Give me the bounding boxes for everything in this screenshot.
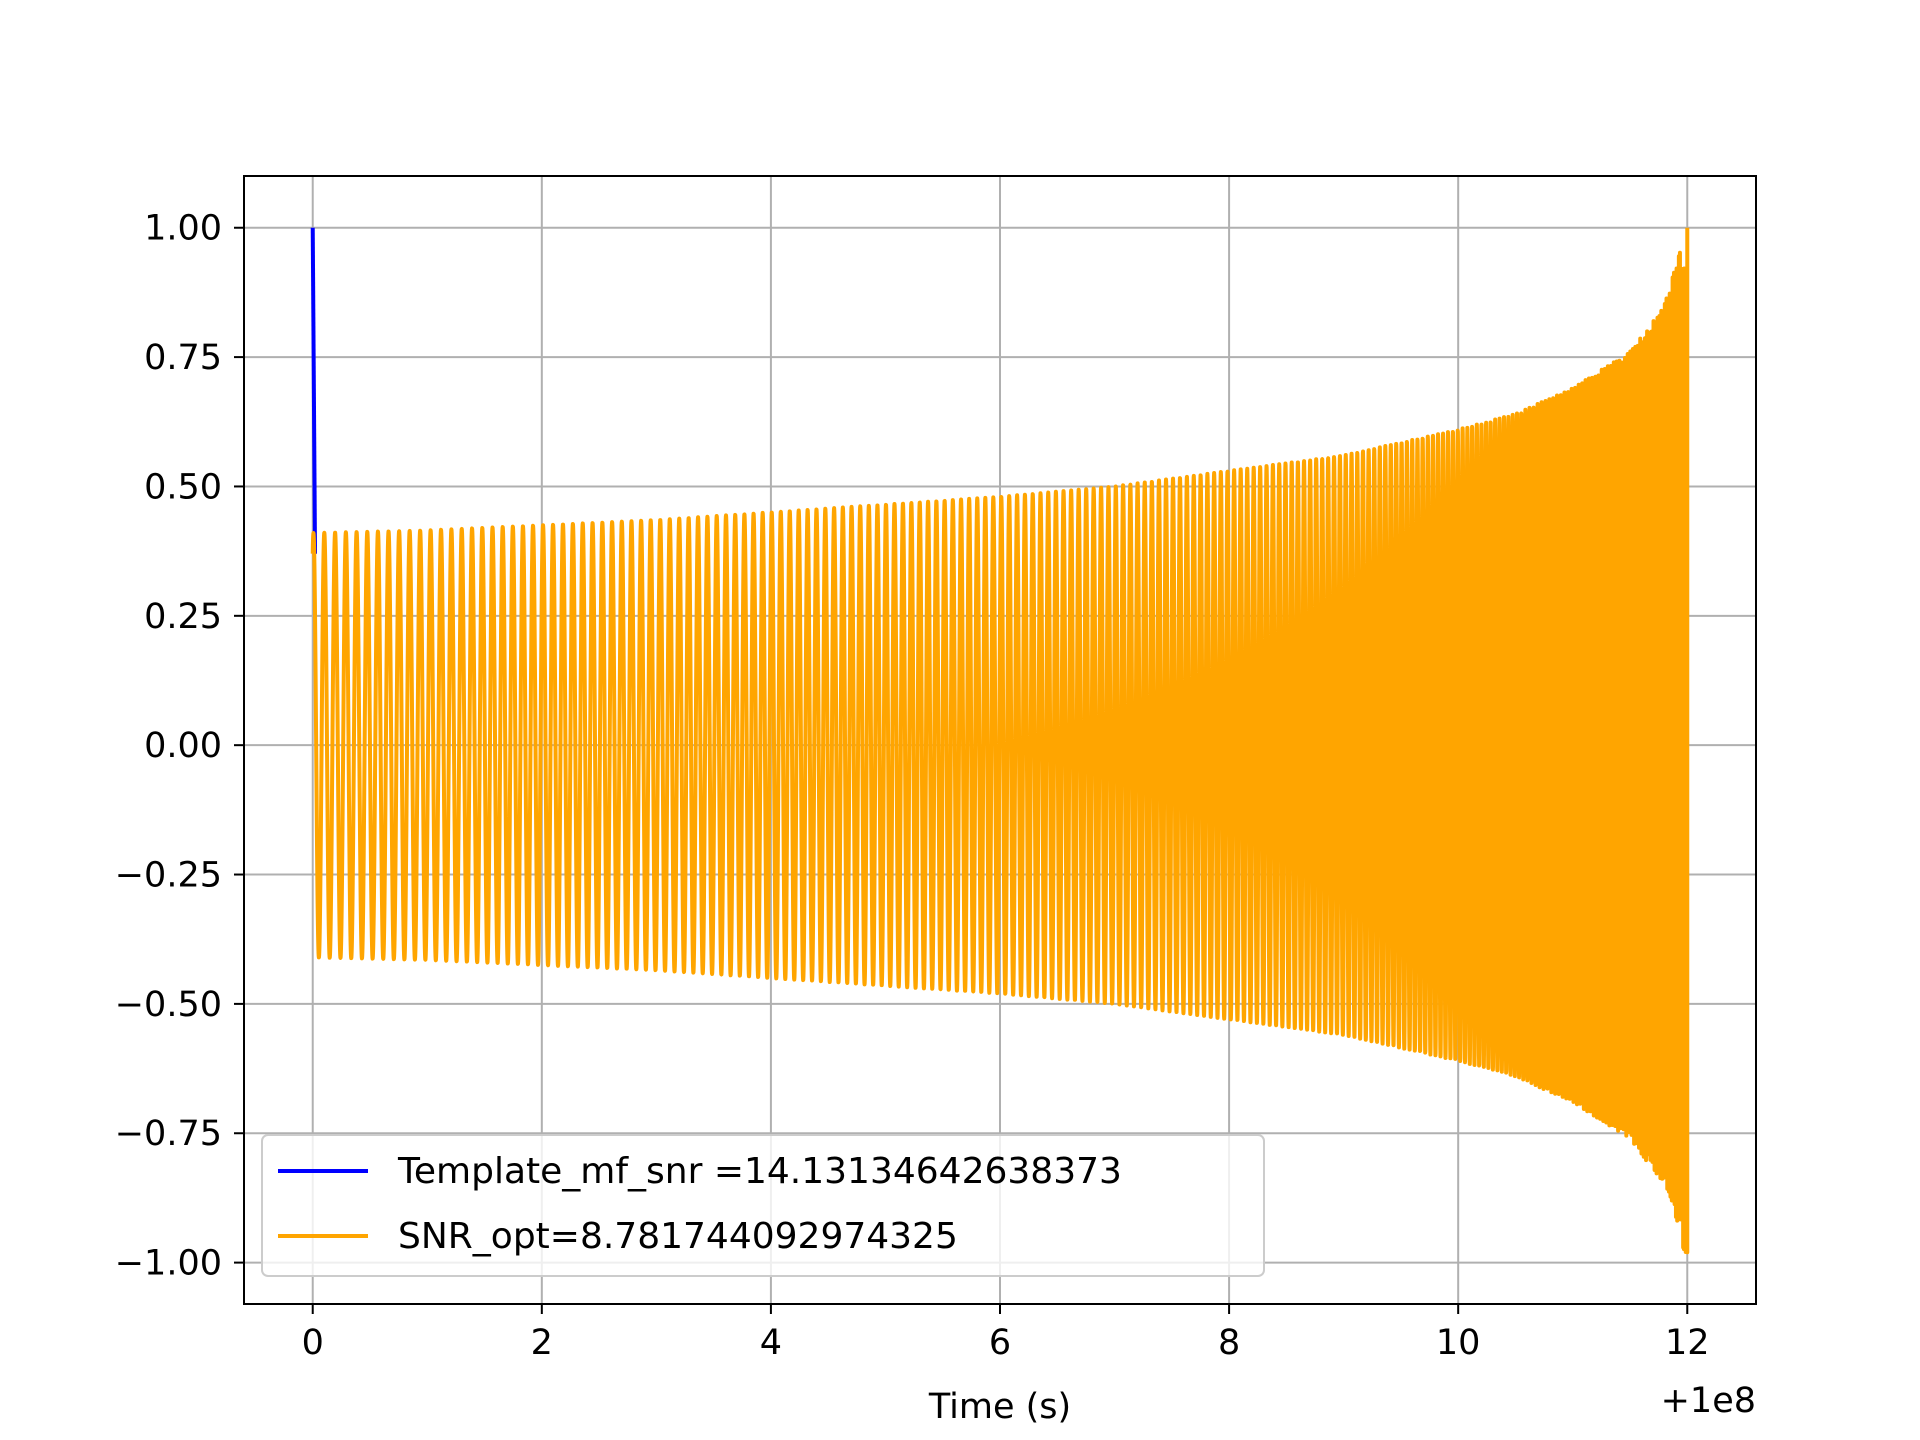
series-layer — [310, 227, 1690, 1255]
y-tick-label: 0.00 — [144, 726, 222, 766]
legend-box — [261, 1134, 1265, 1277]
x-axis-label: Time (s) — [928, 1387, 1071, 1427]
x-tick-label: 8 — [1218, 1323, 1240, 1363]
x-tick-label: 6 — [989, 1323, 1011, 1363]
x-axis-ticks: 0 2 4 6 8 10 12 — [302, 1304, 1710, 1363]
series-line-snr-opt — [310, 227, 1690, 1255]
legend-label: Template_mf_snr =14.13134642638373 — [397, 1151, 1122, 1192]
y-tick-label: −0.75 — [115, 1114, 222, 1154]
legend-label: SNR_opt=8.781744092974325 — [398, 1216, 958, 1257]
y-tick-label: −0.50 — [115, 985, 222, 1025]
x-tick-label: 12 — [1665, 1323, 1710, 1363]
y-tick-label: −0.25 — [115, 856, 222, 896]
y-tick-label: 0.25 — [144, 597, 222, 637]
y-tick-label: 0.50 — [144, 467, 222, 507]
plot-area: 0 2 4 6 8 10 12 1.00 0.75 0.50 0.25 0.00 −0.25 −0.50… — [115, 175, 1757, 1363]
x-tick-label: 2 — [531, 1323, 553, 1363]
x-tick-label: 0 — [302, 1323, 324, 1363]
legend: Template_mf_snr =14.13134642638373 SNR_op… — [261, 1134, 1265, 1277]
y-tick-label: 0.75 — [144, 338, 222, 378]
x-axis-offset-label: +1e8 — [1661, 1381, 1756, 1421]
y-tick-label: 1.00 — [144, 209, 222, 249]
y-axis-ticks: 1.00 0.75 0.50 0.25 0.00 −0.25 −0.50 −0.75 −1.00 — [115, 209, 244, 1284]
series-line-template — [310, 227, 318, 554]
y-tick-label: −1.00 — [115, 1244, 222, 1284]
x-tick-label: 10 — [1436, 1323, 1481, 1363]
x-tick-label: 4 — [760, 1323, 782, 1363]
